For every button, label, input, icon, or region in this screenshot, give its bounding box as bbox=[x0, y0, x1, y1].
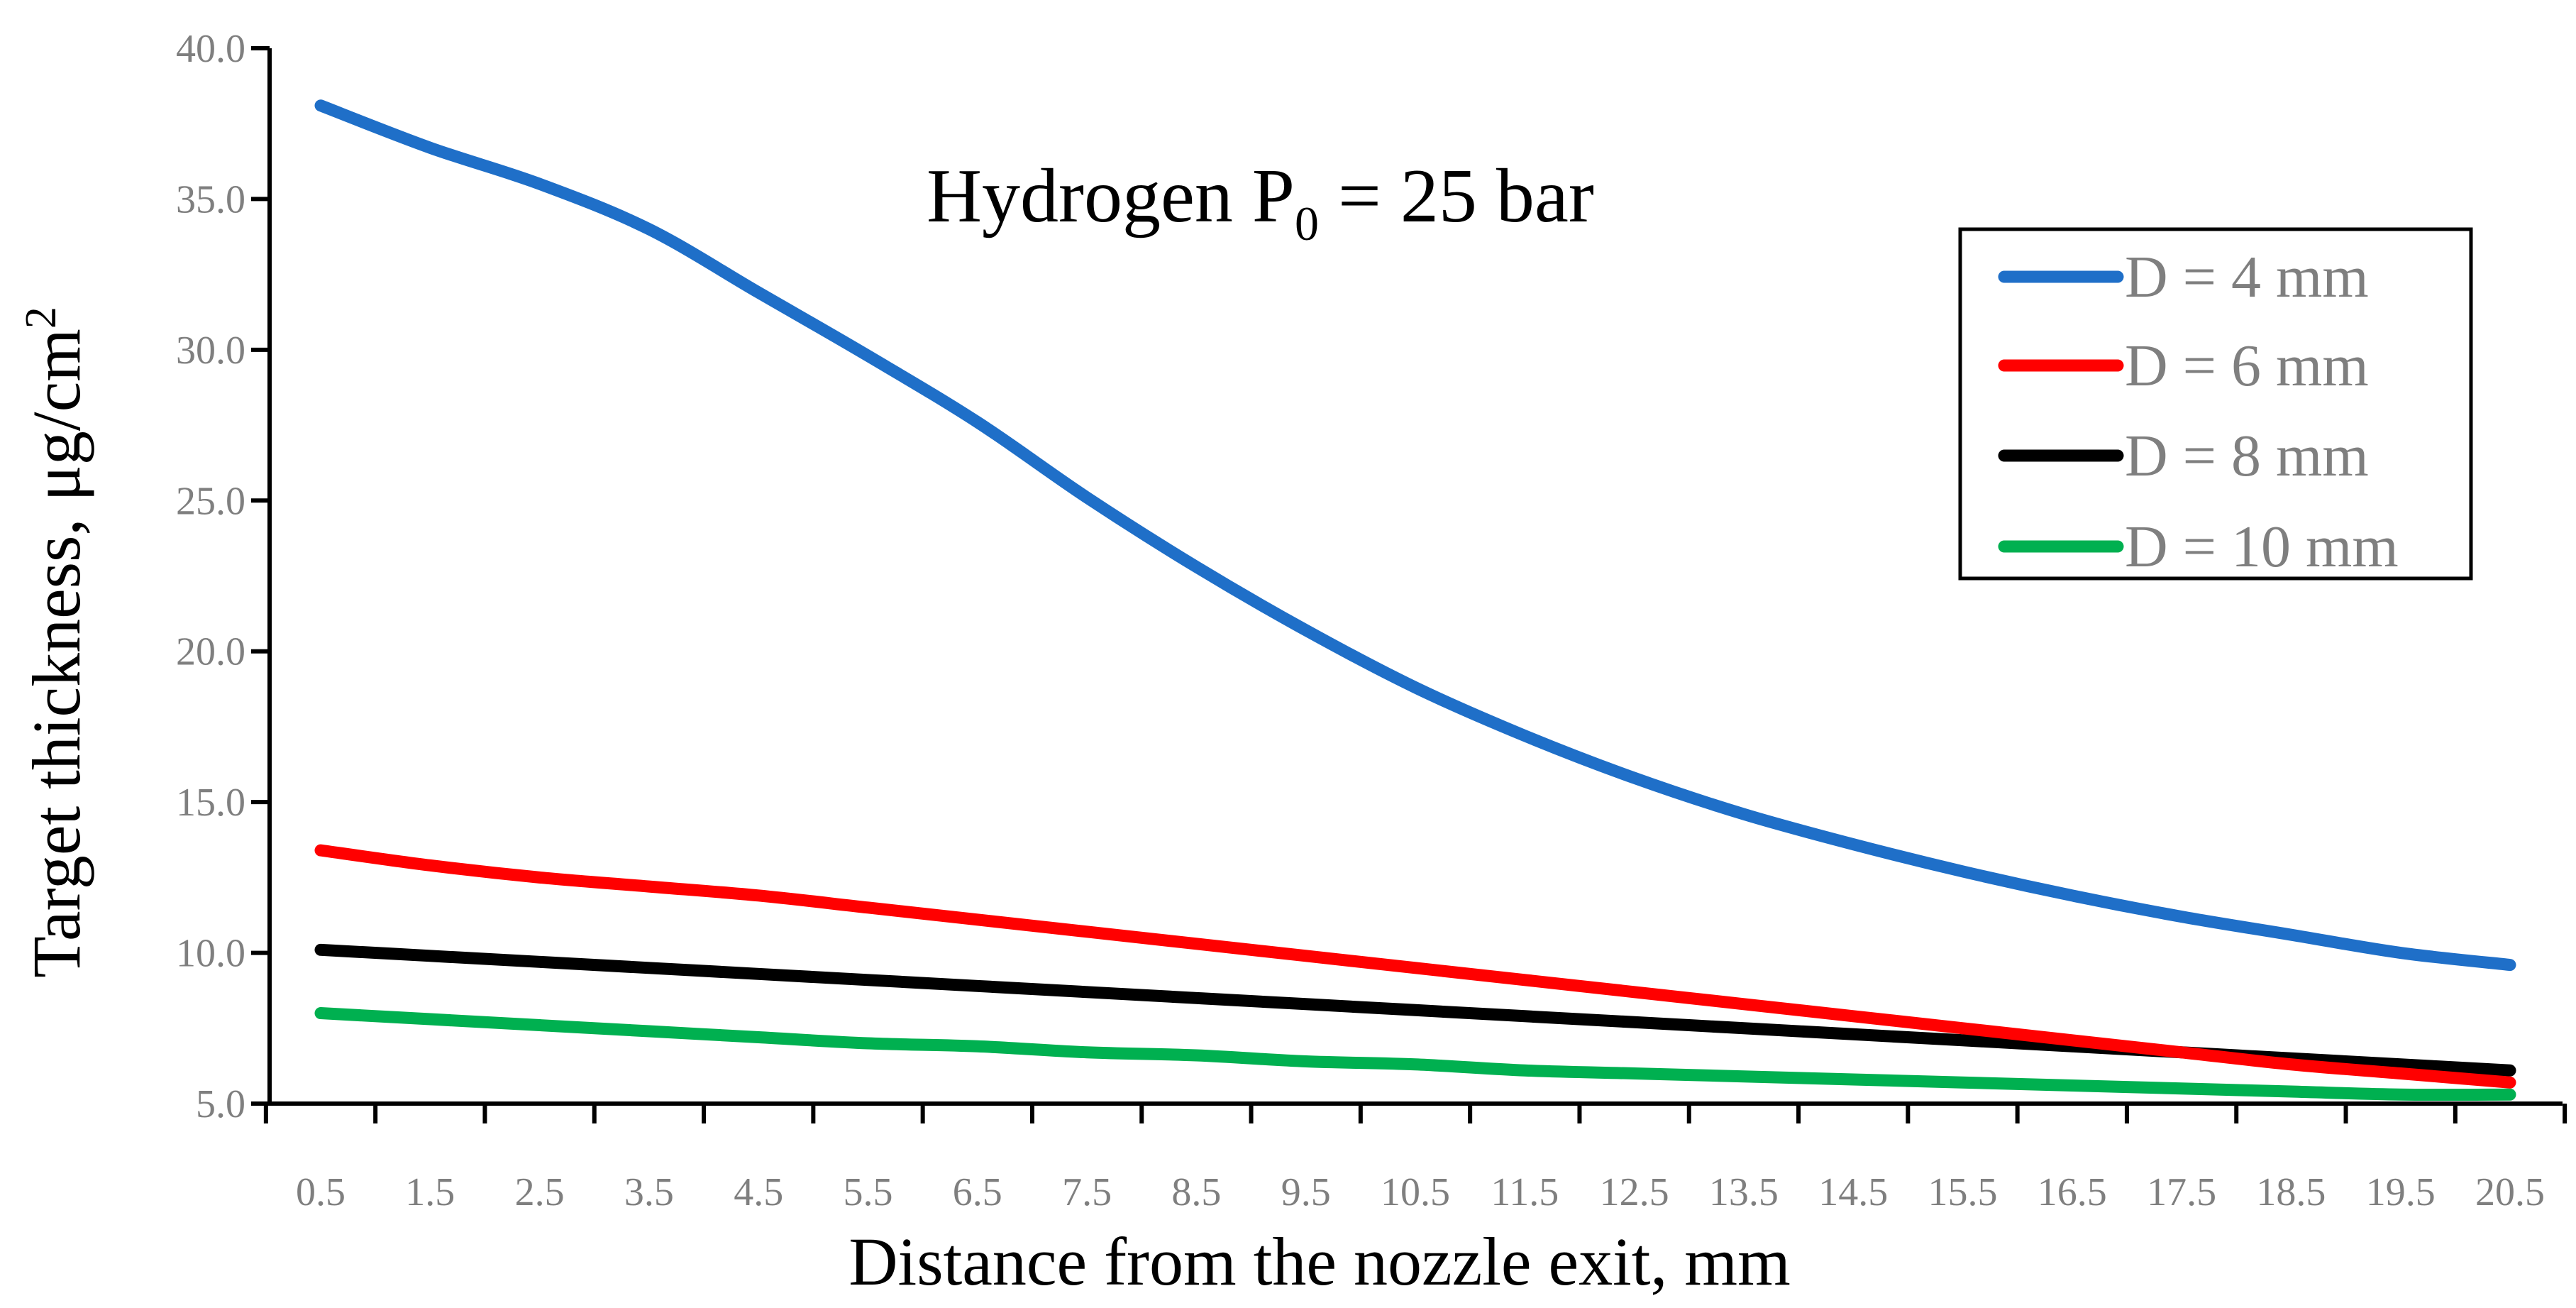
x-tick-label: 6.5 bbox=[953, 1170, 1002, 1214]
plot-lines bbox=[314, 99, 2516, 1101]
series-line-d4mm bbox=[314, 99, 2516, 972]
x-axis-title: Distance from the nozzle exit, mm bbox=[848, 1224, 1791, 1299]
x-tick-label: 9.5 bbox=[1281, 1170, 1331, 1214]
y-tick-label: 35.0 bbox=[176, 177, 245, 221]
x-tick-label: 10.5 bbox=[1381, 1170, 1450, 1214]
legend: D = 4 mm D = 6 mm D = 8 mm D = 10 mm bbox=[1958, 227, 2473, 581]
axis-ticks: 5.0 10.0 15.0 20.0 25.0 30.0 35.0 40.0 0.5 1.5 2.5… bbox=[176, 27, 2567, 1214]
legend-label-d10mm: D = 10 mm bbox=[2125, 514, 2399, 580]
series-line-d6mm bbox=[314, 844, 2516, 1089]
y-tick-label: 40.0 bbox=[176, 27, 245, 71]
axes bbox=[267, 48, 2563, 1106]
x-tick-label: 0.5 bbox=[296, 1170, 346, 1214]
y-tick-label: 10.0 bbox=[176, 932, 245, 976]
series-line-d10mm bbox=[314, 1007, 2516, 1101]
y-axis-title-main: Target thickness, μg/cm bbox=[18, 329, 94, 978]
x-tick-label: 2.5 bbox=[515, 1170, 565, 1214]
y-axis-title: Target thickness, μg/cm2 bbox=[17, 307, 94, 978]
y-tick-label: 15.0 bbox=[176, 781, 245, 825]
y-axis-title-superscript: 2 bbox=[17, 307, 65, 329]
x-tick-label: 1.5 bbox=[405, 1170, 455, 1214]
y-tick-label: 30.0 bbox=[176, 329, 245, 373]
x-tick-label: 14.5 bbox=[1818, 1170, 1888, 1214]
x-tick-label: 12.5 bbox=[1600, 1170, 1669, 1214]
legend-label-d8mm: D = 8 mm bbox=[2125, 423, 2369, 489]
x-tick-label: 11.5 bbox=[1491, 1170, 1559, 1214]
chart-title-suffix: = 25 bar bbox=[1319, 154, 1594, 238]
chart-title: Hydrogen P0 = 25 bar bbox=[927, 154, 1594, 251]
x-tick-label: 20.5 bbox=[2475, 1170, 2545, 1214]
x-tick-label: 8.5 bbox=[1171, 1170, 1221, 1214]
y-tick-label: 5.0 bbox=[196, 1082, 245, 1126]
x-tick-label: 17.5 bbox=[2147, 1170, 2216, 1214]
x-tick-label: 5.5 bbox=[844, 1170, 893, 1214]
x-tick-label: 18.5 bbox=[2256, 1170, 2326, 1214]
x-tick-label: 19.5 bbox=[2366, 1170, 2436, 1214]
x-tick-label: 16.5 bbox=[2038, 1170, 2107, 1214]
y-tick-label: 25.0 bbox=[176, 479, 245, 523]
legend-label-d6mm: D = 6 mm bbox=[2125, 333, 2369, 399]
x-tick-label: 3.5 bbox=[624, 1170, 674, 1214]
chart-title-subscript: 0 bbox=[1295, 197, 1319, 251]
legend-box bbox=[1958, 227, 2473, 581]
legend-label-d4mm: D = 4 mm bbox=[2125, 244, 2369, 310]
x-tick-label: 4.5 bbox=[734, 1170, 783, 1214]
x-tick-label: 7.5 bbox=[1062, 1170, 1112, 1214]
x-tick-label: 15.5 bbox=[1928, 1170, 1998, 1214]
x-tick-label: 13.5 bbox=[1709, 1170, 1779, 1214]
chart-title-main: Hydrogen P bbox=[927, 154, 1295, 238]
y-tick-label: 20.0 bbox=[176, 630, 245, 674]
